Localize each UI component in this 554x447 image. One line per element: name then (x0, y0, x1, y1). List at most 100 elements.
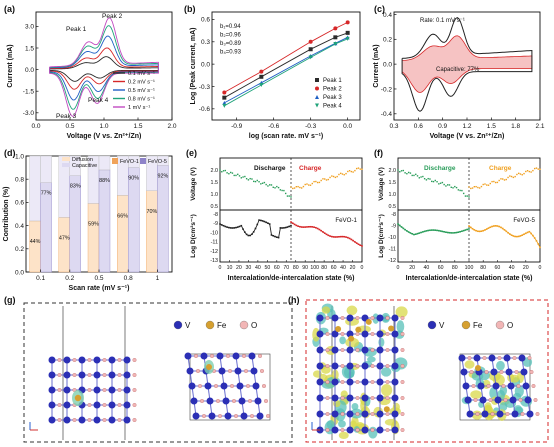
voltage-point (443, 183, 445, 186)
cv-curve-0 (49, 56, 159, 82)
v-atom (494, 396, 502, 404)
v-atom (473, 354, 481, 362)
legend-label: 0.5 mV s⁻¹ (128, 88, 155, 94)
legend-label: O (251, 321, 257, 330)
panel-label-h: (h) (288, 295, 300, 305)
bar-value-label: 59% (88, 222, 99, 228)
y-tick-label: 0.6 (201, 17, 210, 24)
y-tick-label: 1.5 (25, 45, 34, 52)
v-atom (238, 397, 246, 405)
voltage-point (263, 181, 266, 184)
voltage-point (293, 187, 296, 189)
voltage-point (530, 171, 532, 173)
logd-point (494, 225, 497, 227)
logd-point (357, 243, 360, 246)
voltage-point (452, 187, 454, 189)
voltage-point (272, 186, 274, 189)
data-point (308, 47, 313, 52)
logd-point (233, 227, 235, 229)
fe-atom (74, 394, 82, 402)
o-atom (262, 384, 266, 388)
v-atom (63, 401, 71, 409)
x-tick-label: 100 (310, 265, 319, 271)
logd-point (459, 230, 461, 233)
v-atom (250, 367, 258, 375)
v-atom (220, 382, 228, 390)
voltage-point (470, 187, 472, 190)
voltage-point (274, 187, 276, 189)
v-atom (511, 410, 519, 418)
voltage-point (455, 186, 458, 189)
logd-point (443, 231, 445, 233)
fe-atom (388, 325, 395, 332)
voltage-point (276, 185, 278, 188)
data-point (308, 55, 313, 60)
voltage-point (505, 178, 507, 181)
voltage-point (316, 181, 319, 184)
logd-point (332, 236, 335, 238)
legend-label: Peak 2 (323, 87, 342, 93)
v-atom (376, 410, 384, 418)
logd-point (462, 229, 465, 232)
capacitive-area (401, 35, 533, 93)
o-atom (102, 388, 107, 392)
charge-density (470, 390, 482, 399)
annotation-peak1: Peak 1 (66, 26, 87, 33)
voltage-point (482, 183, 484, 186)
o-atom (194, 354, 198, 358)
x-tick-label: 0.5 (65, 123, 74, 130)
charge-density (396, 320, 405, 333)
voltage-point (413, 174, 415, 177)
o-atom (250, 414, 254, 418)
o-atom (87, 373, 92, 377)
logd-point (450, 232, 453, 234)
voltage-point (480, 185, 483, 188)
y-tick-label: 0.5 (389, 204, 397, 210)
o-atom (244, 369, 248, 373)
logd-point (277, 236, 280, 239)
o-atom (340, 316, 345, 320)
bar-diffusion (69, 175, 82, 273)
logd-point (477, 230, 479, 233)
v-atom (184, 352, 192, 360)
voltage-point (526, 170, 529, 172)
voltage-point (486, 184, 488, 186)
x-tick-label: 20 (236, 265, 242, 271)
charge-density (496, 360, 505, 371)
logd-point (439, 230, 442, 232)
v-atom (391, 394, 399, 402)
v-atom (123, 401, 131, 409)
bar-value-label: 83% (70, 184, 81, 190)
v-atom (331, 330, 339, 338)
legend-label: Fe (473, 321, 483, 330)
voltage-point (535, 167, 538, 169)
y-tick-label: 1.0 (389, 192, 397, 198)
v-atom (188, 382, 196, 390)
v-atom (520, 368, 528, 376)
logd-point (512, 235, 515, 237)
o-atom (132, 373, 137, 377)
y-tick-label: 1.5 (389, 180, 397, 186)
voltage-point (415, 173, 417, 176)
o-atom (196, 369, 200, 373)
v-atom (376, 362, 384, 370)
legend-label: Diffusion (72, 157, 93, 163)
logd-point (283, 227, 285, 229)
logd-point (402, 227, 405, 230)
logd-point (397, 223, 399, 225)
x-tick-label: 1.2 (462, 123, 471, 130)
logd-point (295, 224, 298, 227)
logd-point (510, 234, 513, 236)
logd-point (268, 223, 271, 225)
logd-point (288, 225, 291, 228)
x-tick-label: 80 (321, 265, 327, 271)
v-atom (481, 410, 489, 418)
cv-curve-4 (49, 17, 159, 117)
panel-label-d: (d) (4, 148, 16, 158)
o-atom (370, 332, 375, 336)
voltage-point (229, 171, 232, 174)
x-tick-label: 20 (523, 265, 529, 271)
legend-label: Peak 4 (323, 104, 342, 110)
logd-point (441, 230, 444, 233)
x-tick-label: 0.8 (124, 275, 133, 282)
